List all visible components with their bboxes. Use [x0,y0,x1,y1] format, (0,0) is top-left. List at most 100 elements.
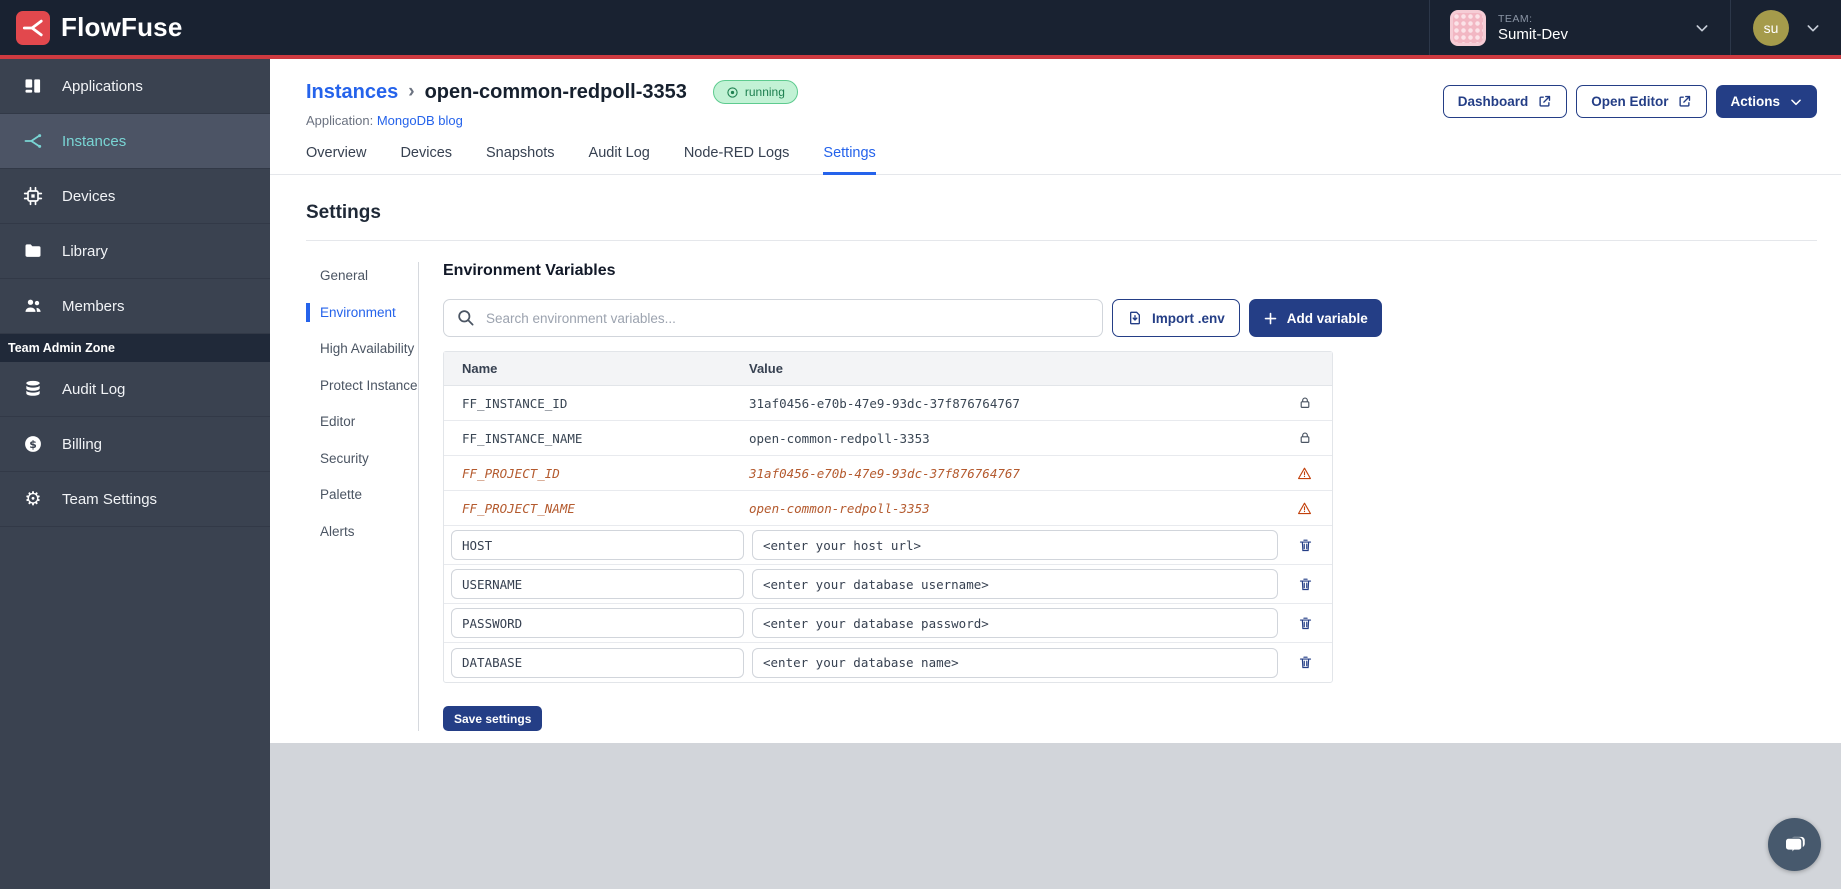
delete-variable-button[interactable] [1278,655,1332,670]
sidebar-item-billing[interactable]: $ Billing [0,417,270,472]
env-var-value-input[interactable] [752,530,1278,560]
settings-nav-palette[interactable]: Palette [320,487,363,503]
env-var-name: FF_INSTANCE_NAME [462,430,583,446]
save-settings-button[interactable]: Save settings [443,706,543,731]
table-row: FF_INSTANCE_NAME open-common-redpoll-335… [444,421,1332,456]
sidebar-item-devices[interactable]: Devices [0,169,270,224]
breadcrumb-instances-link[interactable]: Instances [306,80,399,103]
sidebar-item-team-settings[interactable]: ⚙ Team Settings [0,472,270,527]
table-row-deprecated: FF_PROJECT_NAME open-common-redpoll-3353 [444,491,1332,526]
brand[interactable]: FlowFuse [0,10,183,45]
env-var-name-input[interactable] [451,569,744,599]
accent-line [0,55,1841,59]
tab-devices[interactable]: Devices [400,145,453,161]
application-label: Application: [306,113,374,128]
add-variable-button[interactable]: Add variable [1248,299,1382,337]
search-icon [456,308,475,327]
sidebar-item-label: Billing [62,435,103,453]
page-title: open-common-redpoll-3353 [424,80,687,103]
instance-page: Instances › open-common-redpoll-3353 run… [270,59,1841,743]
instances-icon [22,131,44,151]
import-env-button[interactable]: Import .env [1112,299,1240,337]
table-row: FF_INSTANCE_ID 31af0456-e70b-47e9-93dc-3… [444,386,1332,421]
tab-snapshots[interactable]: Snapshots [486,145,555,161]
team-admin-zone-label: Team Admin Zone [0,334,270,362]
lock-icon [1277,396,1332,410]
env-var-value-input[interactable] [752,569,1278,599]
user-avatar: su [1753,9,1789,46]
table-row-editable [444,526,1332,565]
delete-variable-button[interactable] [1278,538,1332,553]
warning-icon [1277,466,1332,481]
delete-variable-button[interactable] [1278,616,1332,631]
divider [306,240,1817,241]
table-header: Name Value [444,352,1332,386]
chat-widget-button[interactable] [1768,818,1821,871]
search-input[interactable] [443,299,1103,337]
external-link-icon [1539,95,1551,107]
env-var-name-input[interactable] [451,608,744,638]
tab-settings[interactable]: Settings [823,145,876,175]
tab-node-red-logs[interactable]: Node-RED Logs [683,145,790,161]
settings-nav-security[interactable]: Security [320,450,369,466]
actions-button-label: Actions [1730,94,1780,109]
chip-icon [22,186,44,206]
chat-bubbles-icon [1783,836,1805,856]
settings-nav-editor[interactable]: Editor [320,414,356,430]
settings-nav-general[interactable]: General [320,268,369,283]
settings-nav-alerts[interactable]: Alerts [320,523,355,539]
application-link[interactable]: MongoDB blog [376,113,463,128]
team-avatar [1450,9,1486,46]
import-file-icon [1130,311,1140,325]
delete-variable-button[interactable] [1278,577,1332,592]
external-link-icon [1679,95,1691,107]
sidebar: Applications Instances Devices Library M… [0,59,270,889]
team-selector[interactable]: TEAM: Sumit-Dev [1429,0,1731,55]
env-var-value-input[interactable] [752,647,1278,678]
sidebar-item-label: Members [62,297,125,315]
dashboard-button[interactable]: Dashboard [1442,85,1568,118]
env-var-name-input[interactable] [451,530,744,560]
gear-icon: ⚙ [24,488,42,510]
sidebar-item-applications[interactable]: Applications [0,59,270,114]
user-menu[interactable]: su [1731,0,1841,55]
warning-icon [1277,501,1332,516]
settings-nav-high-availability[interactable]: High Availability [320,341,415,357]
breadcrumb-separator: › [408,81,415,102]
env-var-name: FF_INSTANCE_ID [462,395,568,411]
column-header-name: Name [462,361,498,376]
main-area: Instances › open-common-redpoll-3353 run… [270,59,1841,889]
status-badge: running [712,80,798,104]
sidebar-item-audit-log[interactable]: Audit Log [0,362,270,417]
env-var-value-input[interactable] [752,608,1278,638]
open-editor-button-label: Open Editor [1591,94,1669,109]
open-editor-button[interactable]: Open Editor [1576,85,1708,118]
team-name: Sumit-Dev [1498,25,1569,43]
sidebar-item-library[interactable]: Library [0,224,270,279]
settings-nav: General Environment High Availability Pr… [306,262,418,731]
env-var-name: FF_PROJECT_NAME [462,500,575,516]
tab-audit-log[interactable]: Audit Log [588,145,650,161]
env-var-name-input[interactable] [451,647,744,678]
brand-name: FlowFuse [61,12,183,42]
env-var-name: FF_PROJECT_ID [462,465,560,481]
flowfuse-logo-icon [16,10,50,45]
sidebar-item-label: Library [62,242,108,260]
sidebar-item-members[interactable]: Members [0,279,270,334]
settings-title: Settings [306,202,381,223]
sidebar-item-label: Applications [62,77,143,95]
sidebar-item-instances[interactable]: Instances [0,114,270,169]
settings-nav-environment[interactable]: Environment [306,302,418,323]
tab-overview[interactable]: Overview [306,145,367,161]
settings-nav-protect-instance[interactable]: Protect Instance [320,377,418,393]
env-variables-table: Name Value FF_INSTANCE_ID 31af0456-e70b-… [443,351,1333,683]
folder-icon [22,241,44,261]
add-variable-button-label: Add variable [1286,310,1368,326]
chevron-down-icon [1791,98,1801,105]
top-navbar: FlowFuse TEAM: Sumit-Dev su [0,0,1841,55]
env-var-value: open-common-redpoll-3353 [749,500,930,516]
section-title: Environment Variables [443,262,616,279]
actions-button[interactable]: Actions [1716,85,1817,118]
column-header-value: Value [749,361,783,376]
table-row-editable [444,565,1332,604]
